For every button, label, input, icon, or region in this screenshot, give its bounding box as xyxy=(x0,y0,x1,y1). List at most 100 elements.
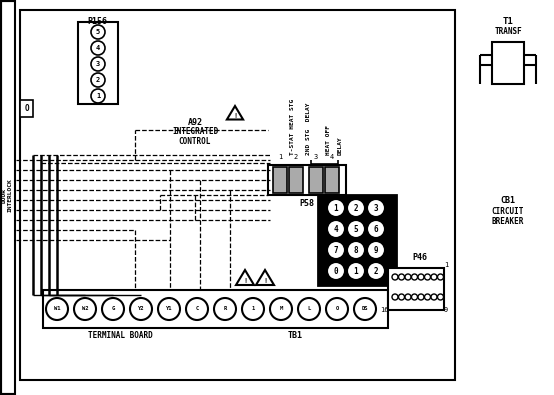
Circle shape xyxy=(412,294,418,300)
Circle shape xyxy=(102,298,124,320)
Bar xyxy=(318,195,396,285)
Text: 4: 4 xyxy=(334,224,338,233)
Circle shape xyxy=(438,274,444,280)
Text: C: C xyxy=(196,307,199,312)
Bar xyxy=(325,167,339,193)
Bar xyxy=(78,22,118,104)
Circle shape xyxy=(74,298,96,320)
Text: !: ! xyxy=(263,278,267,284)
Text: 3: 3 xyxy=(96,61,100,67)
Circle shape xyxy=(398,294,404,300)
Circle shape xyxy=(438,294,444,300)
Text: 1: 1 xyxy=(252,307,255,312)
Text: 0: 0 xyxy=(334,267,338,275)
Text: 5: 5 xyxy=(353,224,358,233)
Text: 1: 1 xyxy=(444,262,448,268)
Text: R: R xyxy=(223,307,227,312)
Text: O: O xyxy=(24,103,29,113)
Text: DOOR
INTERLOCK: DOOR INTERLOCK xyxy=(2,178,12,212)
Bar xyxy=(388,268,444,310)
Text: 2: 2 xyxy=(353,203,358,213)
Text: TB1: TB1 xyxy=(288,331,302,339)
Circle shape xyxy=(347,262,365,280)
Circle shape xyxy=(392,274,398,280)
Text: O: O xyxy=(335,307,338,312)
Circle shape xyxy=(46,298,68,320)
Bar xyxy=(289,167,303,193)
Bar xyxy=(268,165,346,195)
Text: 4: 4 xyxy=(330,154,334,160)
Text: M: M xyxy=(279,307,283,312)
Text: 2ND STG  DELAY: 2ND STG DELAY xyxy=(305,102,310,155)
Text: T1: T1 xyxy=(502,17,514,26)
Circle shape xyxy=(298,298,320,320)
Circle shape xyxy=(424,294,430,300)
Bar xyxy=(492,42,524,84)
Text: DS: DS xyxy=(362,307,368,312)
Polygon shape xyxy=(256,270,274,285)
Text: W2: W2 xyxy=(82,307,88,312)
Text: L: L xyxy=(307,307,311,312)
Circle shape xyxy=(91,89,105,103)
Text: 3: 3 xyxy=(314,154,318,160)
Text: 3: 3 xyxy=(374,203,378,213)
Circle shape xyxy=(327,199,345,217)
Text: P46: P46 xyxy=(413,254,428,263)
Circle shape xyxy=(327,241,345,259)
Circle shape xyxy=(367,220,385,238)
Circle shape xyxy=(347,220,365,238)
Text: 8: 8 xyxy=(353,246,358,254)
Text: 1: 1 xyxy=(96,93,100,99)
Circle shape xyxy=(405,294,411,300)
Text: 9: 9 xyxy=(374,246,378,254)
Text: 5: 5 xyxy=(96,29,100,35)
Bar xyxy=(273,167,287,193)
Circle shape xyxy=(326,298,348,320)
Text: !: ! xyxy=(233,113,237,119)
Text: 6: 6 xyxy=(374,224,378,233)
Circle shape xyxy=(431,294,437,300)
Text: 8: 8 xyxy=(382,262,386,268)
Text: P58: P58 xyxy=(300,199,315,207)
Circle shape xyxy=(412,274,418,280)
Bar xyxy=(43,290,388,328)
Text: 1: 1 xyxy=(353,267,358,275)
Circle shape xyxy=(186,298,208,320)
Text: 4: 4 xyxy=(96,45,100,51)
Polygon shape xyxy=(236,270,254,285)
Text: 2: 2 xyxy=(374,267,378,275)
Text: 16: 16 xyxy=(379,307,388,313)
Circle shape xyxy=(242,298,264,320)
Circle shape xyxy=(91,25,105,39)
Circle shape xyxy=(367,199,385,217)
Circle shape xyxy=(418,294,424,300)
Text: !: ! xyxy=(243,278,247,284)
Text: 9: 9 xyxy=(444,307,448,313)
Circle shape xyxy=(367,262,385,280)
Text: T-STAT HEAT STG: T-STAT HEAT STG xyxy=(290,99,295,155)
Text: W1: W1 xyxy=(54,307,60,312)
Text: Y1: Y1 xyxy=(166,307,172,312)
Text: BREAKER: BREAKER xyxy=(492,216,524,226)
Circle shape xyxy=(214,298,236,320)
Circle shape xyxy=(398,274,404,280)
Circle shape xyxy=(130,298,152,320)
Circle shape xyxy=(327,262,345,280)
Bar xyxy=(20,100,33,117)
Text: G: G xyxy=(111,307,115,312)
Circle shape xyxy=(367,241,385,259)
Circle shape xyxy=(418,274,424,280)
Text: 1: 1 xyxy=(278,154,282,160)
Circle shape xyxy=(91,41,105,55)
Text: DELAY: DELAY xyxy=(337,136,342,155)
Circle shape xyxy=(158,298,180,320)
Text: A92: A92 xyxy=(187,117,203,126)
Text: CB1: CB1 xyxy=(500,196,516,205)
Text: 7: 7 xyxy=(334,246,338,254)
Circle shape xyxy=(347,199,365,217)
Text: P156: P156 xyxy=(87,17,107,26)
Text: 2: 2 xyxy=(96,77,100,83)
Circle shape xyxy=(91,57,105,71)
Circle shape xyxy=(270,298,292,320)
Bar xyxy=(309,167,323,193)
